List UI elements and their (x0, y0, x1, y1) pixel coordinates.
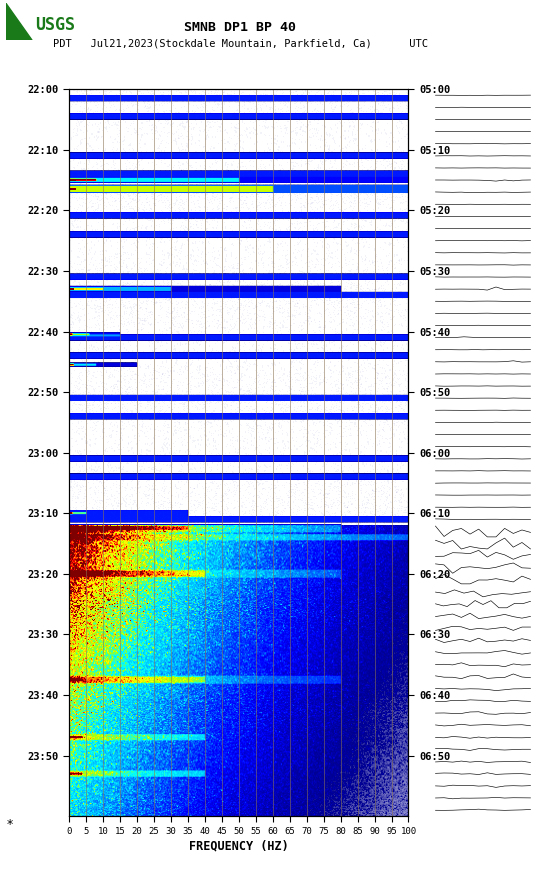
Text: *: * (7, 818, 13, 830)
Polygon shape (6, 3, 32, 40)
Text: SMNB DP1 BP 40: SMNB DP1 BP 40 (184, 21, 296, 34)
Text: USGS: USGS (35, 16, 75, 34)
X-axis label: FREQUENCY (HZ): FREQUENCY (HZ) (189, 839, 289, 853)
Text: PDT   Jul21,2023(Stockdale Mountain, Parkfield, Ca)      UTC: PDT Jul21,2023(Stockdale Mountain, Parkf… (52, 38, 428, 48)
